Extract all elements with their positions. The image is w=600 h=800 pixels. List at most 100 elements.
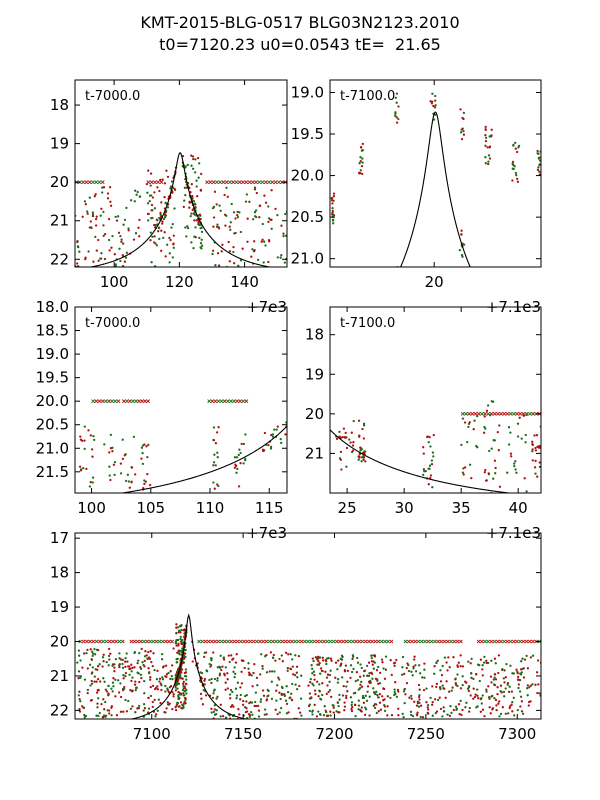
data-point <box>231 690 234 694</box>
data-point <box>461 708 464 712</box>
baseline-marker <box>467 411 472 416</box>
data-point <box>395 92 399 95</box>
data-point <box>231 703 234 707</box>
data-point <box>216 695 219 698</box>
data-point <box>169 238 172 242</box>
data-point <box>319 667 323 670</box>
data-point <box>390 713 394 717</box>
data-point <box>538 461 541 464</box>
data-point <box>317 655 320 658</box>
data-point <box>360 706 363 709</box>
data-point <box>127 699 130 703</box>
baseline-marker <box>293 639 298 644</box>
data-point <box>290 698 294 702</box>
data-point <box>406 662 409 665</box>
y-tick-label: 21.0 <box>36 439 69 457</box>
data-point <box>265 653 268 657</box>
data-point <box>190 241 193 244</box>
data-point <box>243 666 246 670</box>
data-point <box>233 456 237 459</box>
data-point <box>96 702 99 705</box>
data-point <box>170 180 174 183</box>
data-point <box>407 669 411 673</box>
data-point <box>161 220 164 223</box>
data-point <box>185 692 188 695</box>
baseline-marker <box>452 639 457 644</box>
panel-time-label: t-7100.0 <box>340 89 395 104</box>
data-point <box>462 117 465 121</box>
baseline-marker <box>205 180 210 185</box>
baseline-marker <box>261 639 266 644</box>
data-point <box>151 700 154 704</box>
data-point <box>507 443 511 446</box>
data-point <box>441 664 444 668</box>
data-point <box>346 690 349 693</box>
baseline-marker <box>299 639 304 644</box>
data-point <box>121 264 125 267</box>
data-point <box>362 437 366 440</box>
data-point <box>97 259 100 262</box>
data-point <box>493 673 497 676</box>
data-point <box>199 217 202 221</box>
data-point <box>102 224 105 227</box>
data-point <box>446 713 449 716</box>
data-point <box>267 694 270 697</box>
data-point <box>96 706 99 709</box>
data-point <box>278 657 281 661</box>
baseline-marker <box>110 399 115 404</box>
data-point <box>498 700 501 703</box>
data-point <box>484 468 487 472</box>
data-point <box>283 693 286 696</box>
data-point <box>134 189 137 192</box>
data-point <box>436 659 439 662</box>
data-point <box>513 165 516 168</box>
data-point <box>212 438 215 442</box>
data-point <box>143 655 147 658</box>
data-point <box>234 672 237 675</box>
data-point <box>310 696 313 700</box>
baseline-marker <box>244 399 249 404</box>
data-point <box>150 209 153 212</box>
data-point <box>208 678 211 682</box>
baseline-marker <box>146 399 151 404</box>
data-point <box>197 221 200 224</box>
data-point <box>131 689 134 692</box>
data-point <box>362 701 366 704</box>
data-point <box>121 438 124 441</box>
data-point <box>134 688 137 692</box>
data-point <box>263 713 266 716</box>
data-point <box>124 660 127 663</box>
data-point <box>509 664 512 667</box>
data-point <box>474 693 477 696</box>
data-point <box>498 424 501 427</box>
data-point <box>175 658 178 661</box>
data-point <box>467 422 471 426</box>
data-point <box>224 681 227 684</box>
data-point <box>232 250 235 254</box>
data-point <box>176 638 180 642</box>
data-point <box>266 688 269 692</box>
data-point <box>300 714 303 717</box>
data-point <box>252 218 255 221</box>
data-point <box>422 452 425 455</box>
data-point <box>107 684 110 688</box>
data-point <box>280 224 283 227</box>
data-point <box>238 448 241 451</box>
data-point <box>195 185 198 188</box>
baseline-marker <box>197 639 201 644</box>
data-point <box>91 654 94 658</box>
baseline-marker <box>403 639 408 644</box>
data-point <box>336 668 339 671</box>
baseline-marker <box>531 411 535 416</box>
data-point <box>221 665 224 668</box>
data-point <box>459 665 462 668</box>
data-point <box>94 235 97 239</box>
data-point <box>178 653 181 656</box>
data-point <box>204 694 208 697</box>
baseline-marker <box>132 639 137 644</box>
data-point <box>359 709 363 713</box>
data-point <box>410 670 413 673</box>
baseline-marker <box>163 639 168 644</box>
data-point <box>149 676 152 679</box>
data-point <box>443 656 447 659</box>
